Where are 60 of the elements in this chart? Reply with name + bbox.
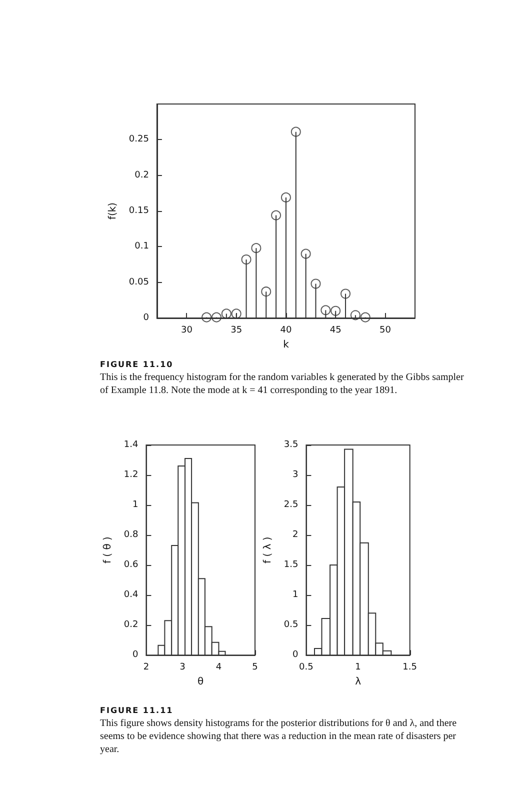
x-tick-label: 50 — [379, 326, 392, 336]
caption: FIGURE 11.11 — [100, 706, 174, 715]
y-tick-label: 0 — [143, 313, 150, 323]
x-tick-label: 0.5 — [299, 662, 314, 673]
y-axis-title: f ( λ ) — [262, 536, 274, 564]
y-tick-label: 0.2 — [124, 620, 138, 630]
text: This figure shows density histograms for the posterior distributions for θ and λ, and there seems to be evidence showing that there was a reduction in the mean rate of disasters per year. — [100, 718, 457, 755]
y-tick-label: 3.5 — [284, 440, 298, 450]
x-tick-label: 1 — [355, 662, 361, 673]
y-tick-label: 0.6 — [124, 560, 138, 570]
y-tick-label: 0 — [292, 650, 298, 660]
y-tick-label: 0.25 — [128, 134, 149, 145]
point — [340, 288, 351, 299]
y-tick-label: 0.4 — [124, 590, 138, 600]
point — [360, 312, 370, 322]
y-tick-label: 2 — [292, 530, 298, 540]
point — [241, 254, 252, 265]
y-tick-label: 3 — [292, 470, 298, 480]
caption: FIGURE 11.10 — [100, 360, 174, 369]
y-tick-label: 0.15 — [128, 206, 149, 216]
point — [231, 308, 242, 319]
y-tick-label: 1.4 — [124, 440, 138, 450]
x-tick-label: 30 — [180, 326, 193, 336]
point — [300, 248, 311, 259]
text: This is the frequency histogram for the random variables k generated by the Gibbs sampler of Example 11.8. Note the mode at k = 41 corresponding to the year 1891. — [100, 372, 464, 396]
point — [261, 286, 272, 297]
y-tick-label: 2.5 — [284, 500, 298, 510]
x-tick-label: 1.5 — [402, 662, 418, 673]
x-tick-label: 3 — [180, 662, 186, 673]
x-tick-label: 5 — [252, 662, 258, 673]
y-tick-label: 1 — [292, 590, 298, 600]
y-tick-label: 1.2 — [124, 470, 138, 480]
point — [212, 312, 222, 322]
point — [280, 192, 291, 202]
point — [350, 310, 360, 320]
point — [330, 306, 341, 316]
y-tick-label: 0.2 — [134, 170, 149, 180]
point — [251, 243, 262, 254]
y-tick-label: 1 — [132, 500, 138, 510]
y-axis-title: f ( θ ) — [102, 536, 114, 564]
y-axis-title: f(k) — [108, 202, 118, 220]
x-axis-title: k — [283, 339, 290, 350]
point — [202, 312, 212, 322]
x-tick-label: 45 — [330, 326, 342, 336]
y-tick-label: 1.5 — [284, 560, 298, 570]
y-tick-label: 0.05 — [128, 277, 149, 288]
point — [320, 305, 331, 316]
y-tick-label: 0 — [132, 650, 138, 660]
point — [310, 278, 321, 289]
point — [290, 126, 301, 137]
x-axis-title: λ — [355, 676, 362, 688]
x-axis-title: θ — [198, 676, 204, 688]
y-tick-label: 0.5 — [284, 620, 298, 630]
y-tick-label: 0.8 — [124, 530, 138, 540]
x-tick-label: 4 — [216, 662, 222, 673]
x-tick-label: 35 — [230, 326, 242, 336]
y-tick-label: 0.1 — [134, 242, 149, 252]
point — [271, 210, 282, 220]
x-tick-label: 40 — [280, 326, 292, 336]
point — [221, 308, 232, 319]
